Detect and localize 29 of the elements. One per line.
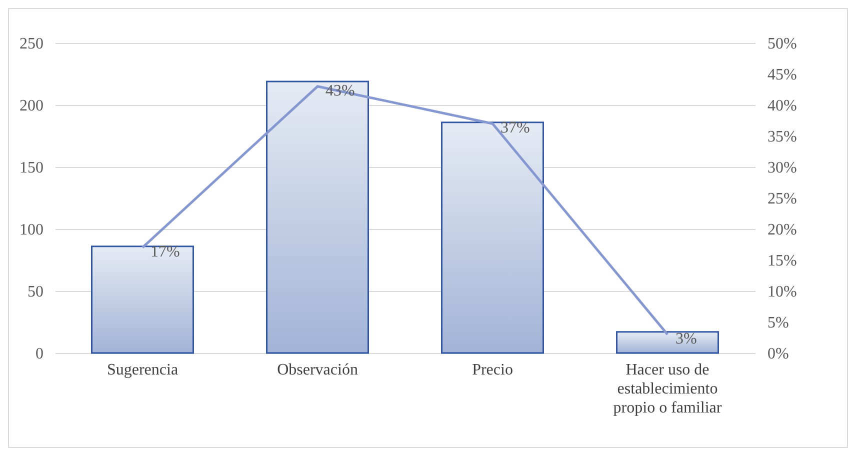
- data-label: 37%: [500, 120, 530, 137]
- y2-tick-label: 40%: [768, 98, 797, 114]
- bar: [91, 246, 194, 354]
- x-tick-label: Precio: [472, 362, 513, 378]
- y-tick-label: 200: [20, 98, 44, 114]
- y2-tick-label: 15%: [768, 252, 797, 270]
- y2-tick-label: 45%: [768, 66, 797, 84]
- data-label: 17%: [150, 244, 180, 261]
- y2-tick-label: 35%: [768, 128, 797, 146]
- y2-tick-label: 30%: [768, 160, 797, 176]
- y-tick-label: 150: [20, 160, 44, 176]
- y-tick-label: 50: [28, 284, 44, 300]
- y2-tick-label: 10%: [768, 284, 797, 300]
- bar: [266, 80, 369, 354]
- line-series: [141, 85, 669, 336]
- bar: [441, 122, 544, 354]
- y2-tick-label: 50%: [768, 36, 797, 52]
- y-tick-label: 100: [20, 222, 44, 238]
- x-tick-label: Hacer uso de establecimiento propio o familiar: [613, 362, 722, 416]
- data-label: 3%: [676, 330, 697, 348]
- y-tick-label: 250: [20, 36, 44, 52]
- x-tick-label: Sugerencia: [106, 362, 178, 378]
- y2-tick-label: 25%: [768, 190, 797, 208]
- bar: [616, 331, 719, 354]
- y2-tick-label: 0%: [768, 346, 789, 362]
- y2-tick-label: 20%: [768, 222, 797, 238]
- x-tick-label: Observación: [277, 362, 358, 378]
- y2-tick-label: 5%: [768, 314, 789, 332]
- y-tick-label: 0: [36, 346, 44, 362]
